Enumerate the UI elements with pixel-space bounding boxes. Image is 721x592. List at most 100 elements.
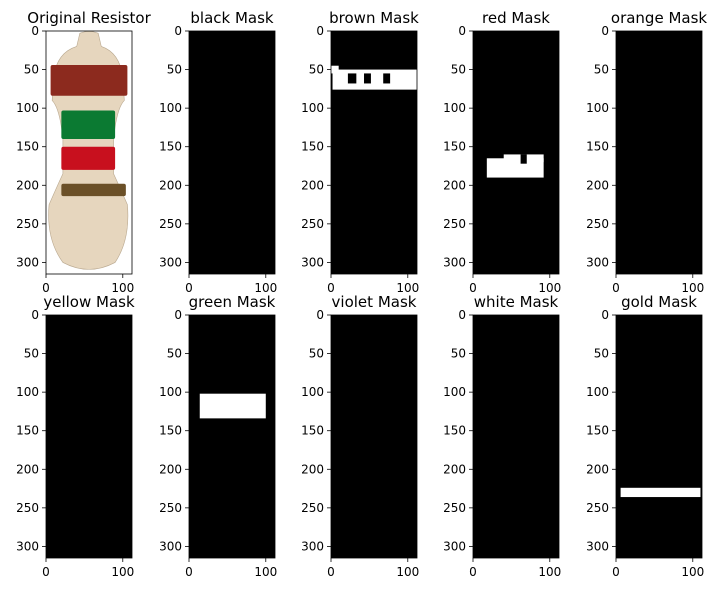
y-tick-label: 100: [443, 385, 466, 399]
y-tick-label: 300: [159, 255, 182, 269]
panel-title: green Mask: [189, 293, 276, 311]
color-band: [61, 183, 126, 197]
y-tick-label: 250: [443, 501, 466, 515]
x-tick-label: 100: [111, 565, 134, 579]
y-tick-label: 0: [31, 308, 39, 322]
y-tick-label: 250: [443, 217, 466, 231]
y-tick-label: 300: [443, 255, 466, 269]
y-tick-label: 300: [159, 539, 182, 553]
axes-frame: [615, 314, 703, 559]
y-tick-label: 250: [16, 501, 39, 515]
y-tick-label: 50: [309, 63, 324, 77]
y-tick-label: 150: [586, 424, 609, 438]
x-tick-label: 100: [396, 565, 419, 579]
y-tick-label: 150: [16, 424, 39, 438]
y-tick-label: 250: [586, 217, 609, 231]
mask-region: [486, 158, 544, 178]
y-tick-label: 200: [586, 178, 609, 192]
x-tick-label: 0: [612, 565, 620, 579]
y-tick-label: 50: [309, 347, 324, 361]
y-tick-label: 0: [458, 24, 466, 38]
y-tick-label: 50: [24, 347, 39, 361]
x-tick-label: 100: [396, 281, 419, 295]
mask-hole: [347, 73, 357, 84]
y-tick-label: 150: [443, 140, 466, 154]
y-tick-label: 0: [174, 308, 182, 322]
y-tick-label: 200: [16, 178, 39, 192]
y-tick-label: 50: [451, 347, 466, 361]
y-tick-label: 50: [167, 63, 182, 77]
y-tick-label: 150: [16, 140, 39, 154]
y-tick-label: 150: [301, 424, 324, 438]
x-tick-label: 100: [111, 281, 134, 295]
mask-region: [331, 65, 339, 74]
y-tick-label: 0: [458, 308, 466, 322]
y-tick-label: 150: [443, 424, 466, 438]
color-band: [50, 64, 128, 96]
color-band: [61, 110, 116, 139]
panel-title: white Mask: [474, 293, 559, 311]
y-tick-label: 250: [301, 217, 324, 231]
x-tick-label: 0: [185, 565, 193, 579]
y-tick-label: 250: [159, 501, 182, 515]
y-tick-label: 200: [443, 178, 466, 192]
y-tick-label: 100: [586, 101, 609, 115]
y-tick-label: 0: [601, 308, 609, 322]
x-tick-label: 0: [42, 281, 50, 295]
y-tick-label: 300: [16, 539, 39, 553]
axes-frame: [45, 314, 133, 559]
panel-title: yellow Mask: [43, 293, 135, 311]
mask-region: [332, 69, 417, 90]
x-tick-label: 0: [327, 565, 335, 579]
axes-frame: [45, 30, 133, 275]
mask-hole: [364, 73, 371, 84]
mask-background: [473, 31, 559, 274]
y-tick-label: 250: [586, 501, 609, 515]
y-tick-label: 250: [16, 217, 39, 231]
axes-frame: [615, 30, 703, 275]
axes-frame: [472, 30, 560, 275]
x-tick-label: 0: [42, 565, 50, 579]
y-tick-label: 200: [301, 178, 324, 192]
y-tick-label: 200: [443, 462, 466, 476]
y-tick-label: 50: [24, 63, 39, 77]
y-tick-label: 150: [586, 140, 609, 154]
y-tick-label: 300: [16, 255, 39, 269]
y-tick-label: 0: [316, 308, 324, 322]
panel-title: orange Mask: [611, 9, 708, 27]
x-tick-label: 100: [538, 281, 561, 295]
y-tick-label: 200: [586, 462, 609, 476]
x-tick-label: 0: [612, 281, 620, 295]
panel-title: gold Mask: [621, 293, 697, 311]
mask-region: [199, 393, 266, 419]
y-tick-label: 200: [301, 462, 324, 476]
y-tick-label: 300: [586, 539, 609, 553]
mask-hole: [520, 154, 527, 164]
y-tick-label: 300: [443, 539, 466, 553]
mask-background: [189, 315, 275, 558]
x-tick-label: 100: [681, 565, 704, 579]
axes-frame: [330, 30, 418, 275]
y-tick-label: 100: [159, 101, 182, 115]
panel-title: red Mask: [482, 9, 550, 27]
y-tick-label: 300: [301, 539, 324, 553]
y-tick-label: 250: [159, 217, 182, 231]
y-tick-label: 50: [594, 63, 609, 77]
y-tick-label: 0: [31, 24, 39, 38]
y-tick-label: 200: [159, 462, 182, 476]
mask-background: [46, 315, 132, 558]
mask-background: [473, 315, 559, 558]
y-tick-label: 0: [174, 24, 182, 38]
mask-background: [331, 315, 417, 558]
y-tick-label: 100: [16, 101, 39, 115]
